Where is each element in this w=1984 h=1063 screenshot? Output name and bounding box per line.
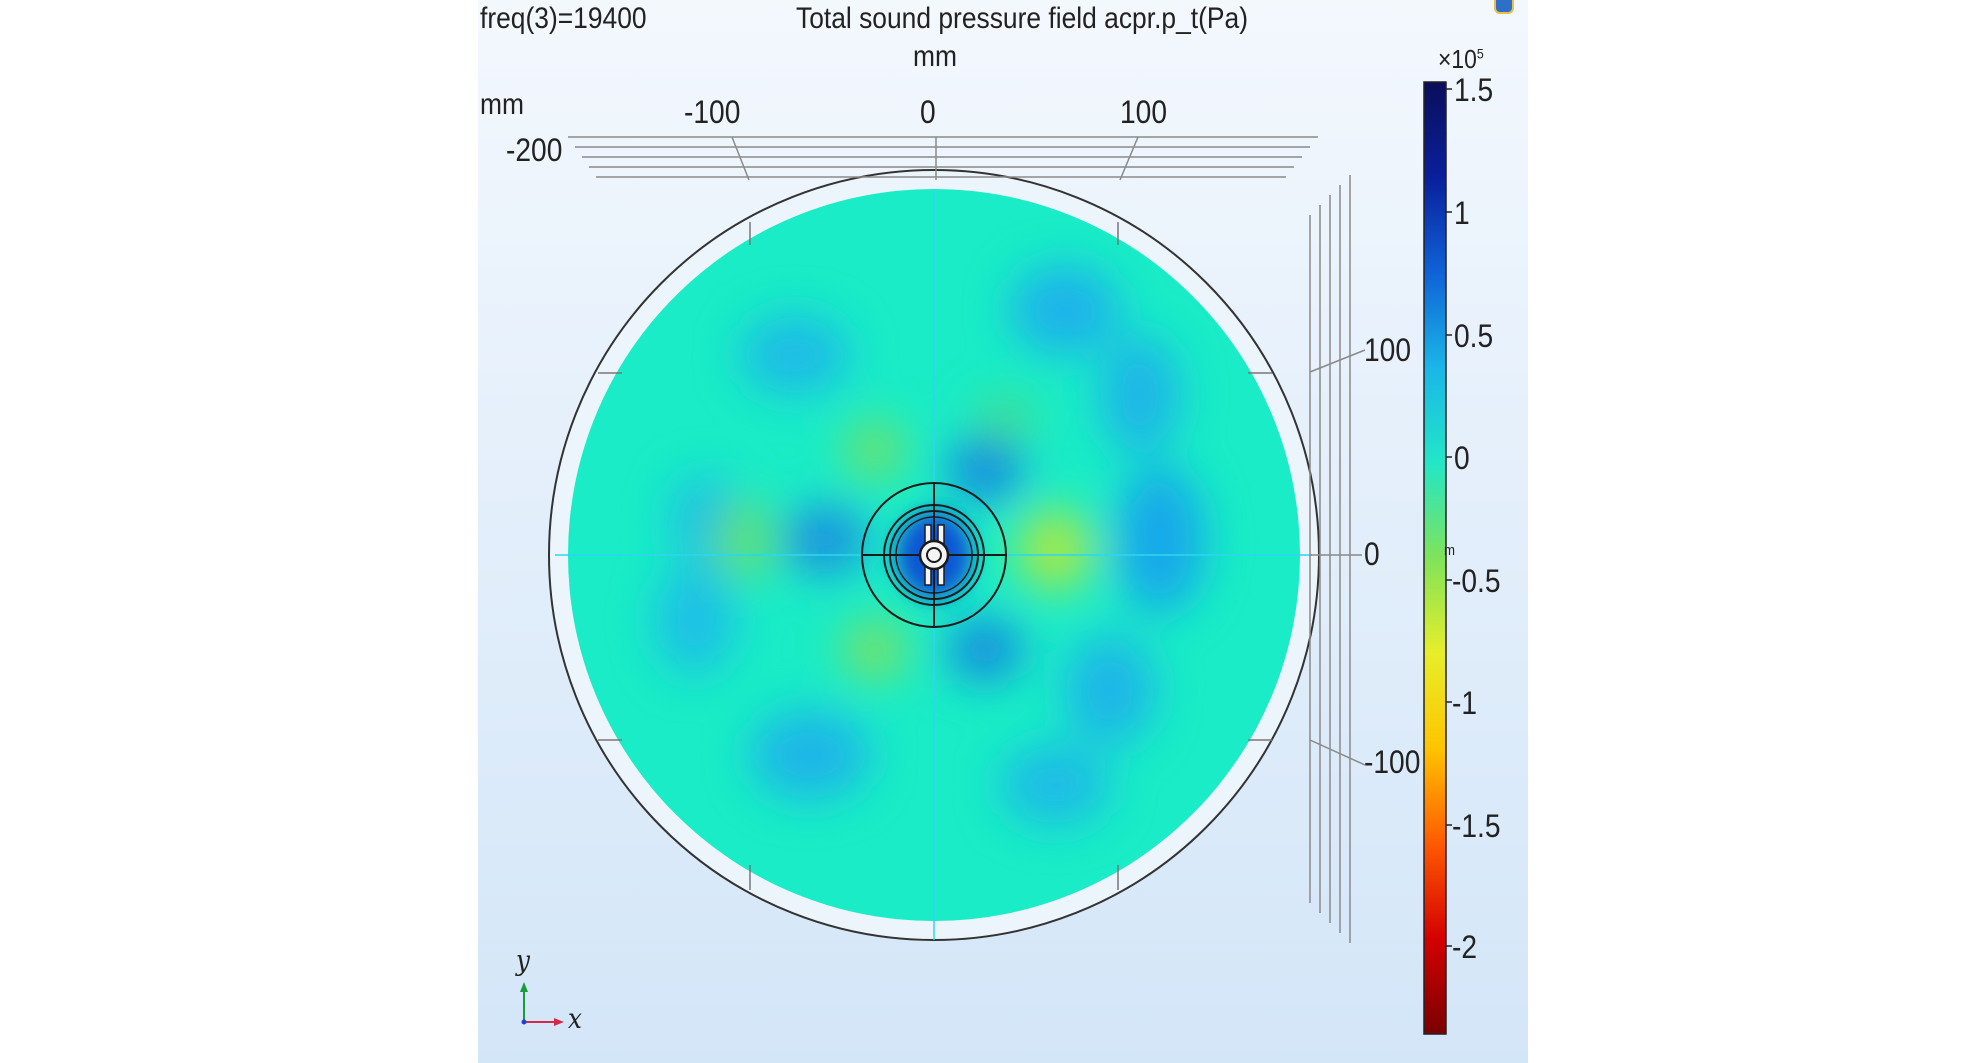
view-cube-icon[interactable] <box>1494 0 1514 14</box>
colorbar-tick-label: 1.5 <box>1454 72 1494 108</box>
left-tick-label: -200 <box>506 132 563 168</box>
axis-triad <box>520 982 564 1026</box>
colorbar-tick-label: 0 <box>1454 440 1470 476</box>
colorbar-tick-label: 0.5 <box>1454 318 1494 354</box>
transducer-geometry <box>861 482 1007 628</box>
colorbar-exponent: ×105 <box>1438 44 1484 74</box>
circle-ticks <box>598 222 1272 890</box>
colorbar-tick-label: -2 <box>1452 929 1478 965</box>
colorbar-tick-label: -1.5 <box>1452 808 1501 844</box>
colorbar-tick-label: -0.5 <box>1452 563 1501 599</box>
top-tick-label: 0 <box>920 94 936 130</box>
colorbar <box>1423 81 1447 1035</box>
right-tick-label: 0 <box>1364 536 1380 572</box>
colorbar-tick-label: -1 <box>1452 685 1478 721</box>
top-ruler <box>568 136 1318 181</box>
top-tick-label: 100 <box>1120 94 1167 130</box>
field-lobes <box>655 265 1205 825</box>
frequency-label: freq(3)=19400 <box>480 2 647 35</box>
colorbar-ticks <box>1446 88 1452 947</box>
colorbar-tick-label: 1 <box>1454 195 1470 231</box>
top-tick-label: -100 <box>684 94 741 130</box>
right-ruler <box>1309 175 1366 943</box>
stray-unit-label: m <box>1444 542 1455 559</box>
top-axis-unit: mm <box>913 40 957 73</box>
right-tick-label: 100 <box>1364 332 1411 368</box>
triad-y-label: y <box>516 944 530 977</box>
right-tick-label: -100 <box>1364 744 1421 780</box>
triad-x-label: x <box>568 1002 582 1035</box>
plot-title: Total sound pressure field acpr.p_t(Pa) <box>796 2 1248 35</box>
left-axis-unit: mm <box>480 88 524 121</box>
